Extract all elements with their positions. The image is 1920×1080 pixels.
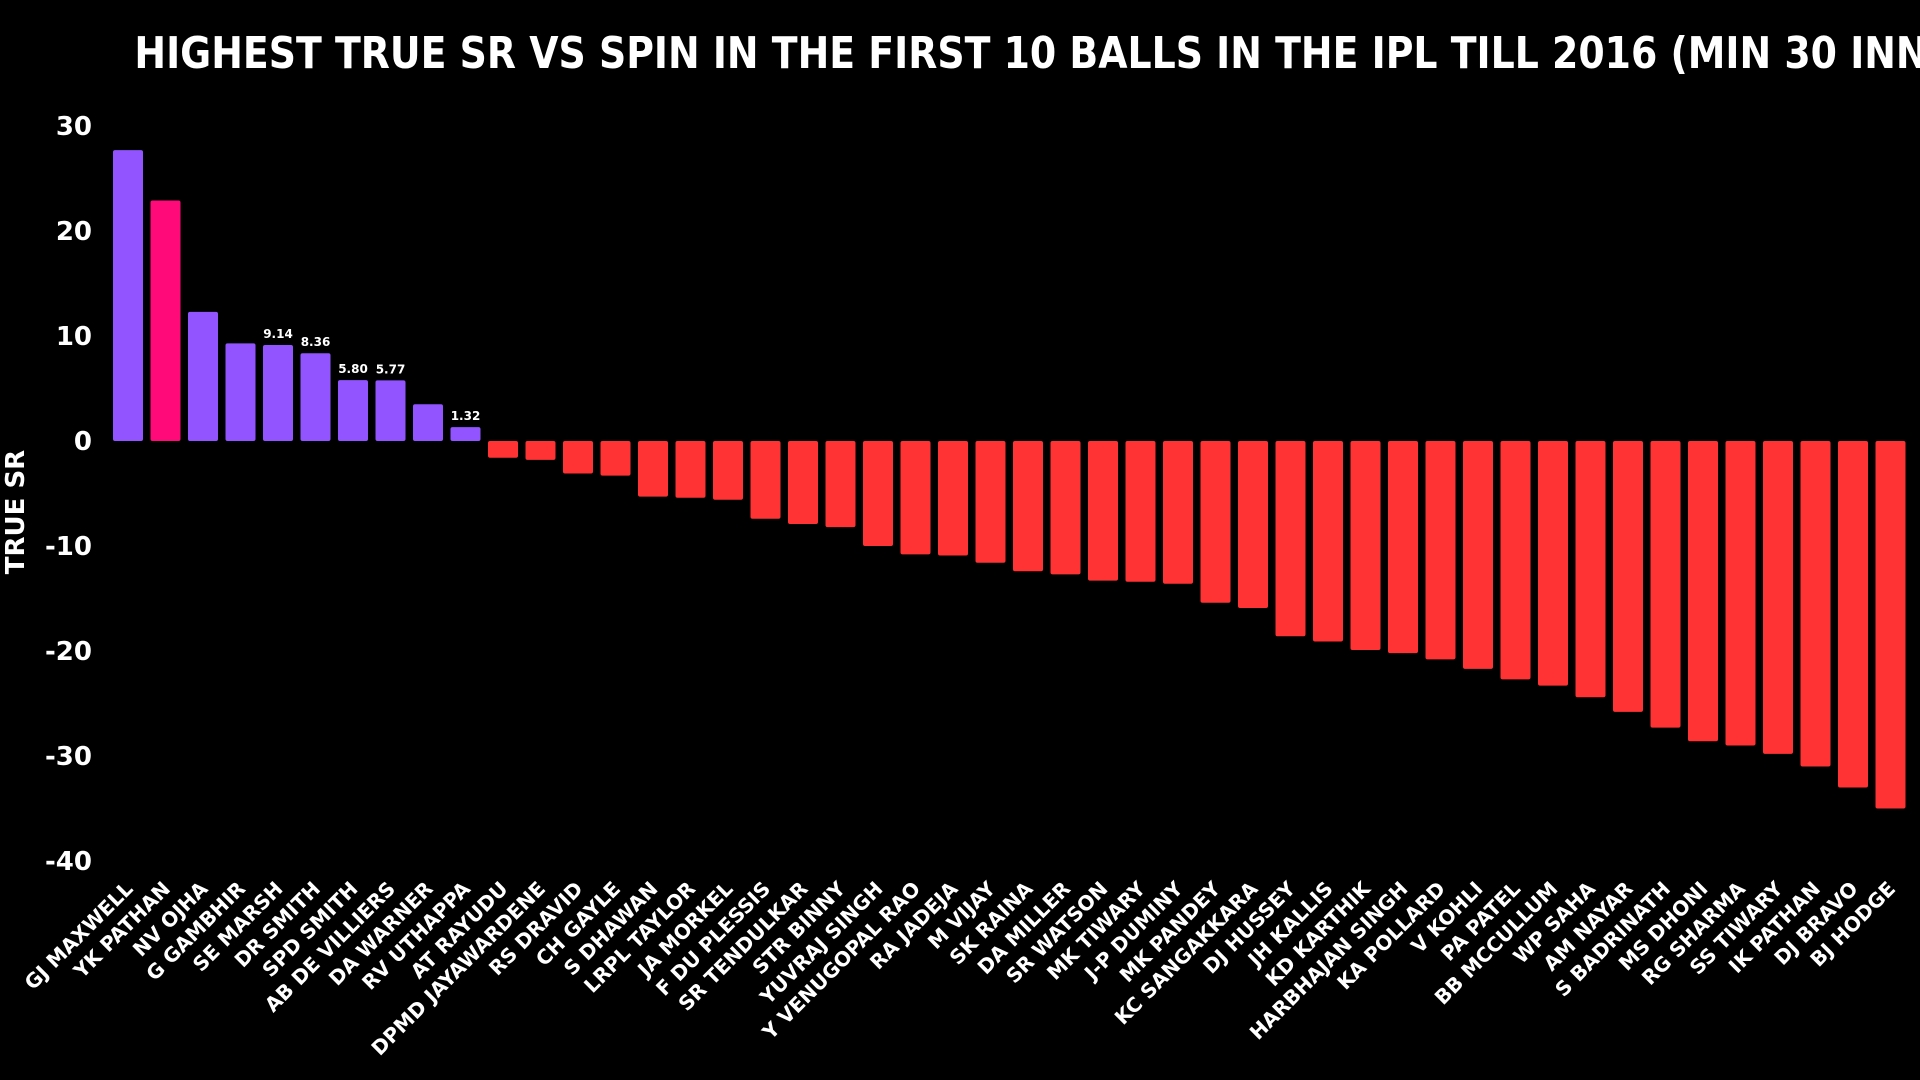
y-tick-label-20: -20 [45, 637, 92, 667]
y-tick-label-30: -30 [45, 742, 92, 772]
bars [113, 150, 1906, 809]
bar-ja-morkel [713, 441, 743, 500]
bar-nv-ojha [188, 311, 218, 441]
bar-am-nayar [1613, 441, 1643, 712]
bar-g-gambhir [225, 343, 256, 441]
data-label-dr-smith: 8.36 [301, 335, 331, 349]
bar-dpmd-jayawardene [525, 441, 556, 460]
bar-ch-gayle [600, 441, 631, 476]
bar-rg-sharma [1725, 441, 1756, 746]
bar-jh-kallis [1313, 441, 1343, 642]
y-axis-title: TRUE SR [1, 450, 31, 574]
y-tick-label-0: 0 [74, 427, 92, 457]
bar-bb-mccullum [1538, 441, 1568, 686]
y-tick-label-10: 10 [56, 322, 92, 352]
data-label-spd-smith: 5.80 [338, 362, 368, 376]
bar-ab-de-villiers [375, 380, 406, 441]
y-tick-label-20: 20 [56, 217, 92, 247]
y-tick-label-40: -40 [45, 847, 92, 877]
y-axis-title-group: TRUE SR [1, 450, 31, 574]
bar-yuvraj-singh [863, 441, 893, 546]
bar-dr-smith [300, 353, 331, 441]
bar-rv-uthappa [450, 427, 481, 441]
bar-ss-tiwary [1763, 441, 1793, 754]
bar-ka-pollard [1425, 441, 1456, 660]
bar-y-venugopal-rao [900, 441, 931, 555]
chart-title: HIGHEST TRUE SR VS SPIN IN THE FIRST 10 … [134, 28, 1920, 79]
bar-mk-pandey [1200, 441, 1231, 603]
bar-f-du-plessis [750, 441, 781, 519]
bar-m-vijay [975, 441, 1006, 563]
bar-sk-raina [1013, 441, 1043, 572]
bar-str-binny [825, 441, 856, 528]
bar-s-dhawan [638, 441, 668, 497]
y-axis-ticks: 30 20 10 0 -10 -20 -30 -40 [45, 112, 92, 877]
bar-se-marsh [263, 345, 293, 441]
bar-s-badrinath [1650, 441, 1681, 728]
bar-bj-hodge [1875, 441, 1906, 809]
data-labels: 9.14 8.36 5.80 5.77 1.32 [263, 327, 480, 423]
bar-lrpl-taylor [675, 441, 706, 498]
bar-rs-dravid [563, 441, 593, 474]
bar-at-rayudu [488, 441, 518, 458]
bar-mk-tiwary [1125, 441, 1156, 582]
y-tick-label-10: -10 [45, 532, 92, 562]
bar-sr-watson [1088, 441, 1118, 581]
bar-ik-pathan [1800, 441, 1831, 767]
bar-pa-patel [1500, 441, 1531, 680]
bar-sr-tendulkar [788, 441, 818, 524]
bar-wp-saha [1575, 441, 1606, 698]
bar-gj-maxwell [113, 150, 143, 441]
bar-ms-dhoni [1688, 441, 1718, 742]
bar-v-kohli [1463, 441, 1493, 669]
bar-harbhajan-singh [1388, 441, 1418, 654]
bar-spd-smith [338, 380, 368, 441]
bar-yk-pathan [150, 200, 181, 441]
bar-da-miller [1050, 441, 1081, 575]
bar-dj-hussey [1275, 441, 1306, 637]
bar-dj-bravo [1838, 441, 1868, 788]
bar-ra-jadeja [938, 441, 968, 556]
bar-kc-sangakkara [1238, 441, 1268, 608]
y-tick-label-30: 30 [56, 112, 92, 142]
bar-da-warner [413, 404, 443, 441]
data-label-se-marsh: 9.14 [263, 327, 293, 341]
bar-kd-karthik [1350, 441, 1381, 650]
bar-j-p-duminy [1163, 441, 1193, 584]
data-label-rv-uthappa: 1.32 [451, 409, 481, 423]
data-label-ab-de-villiers: 5.77 [376, 362, 406, 376]
